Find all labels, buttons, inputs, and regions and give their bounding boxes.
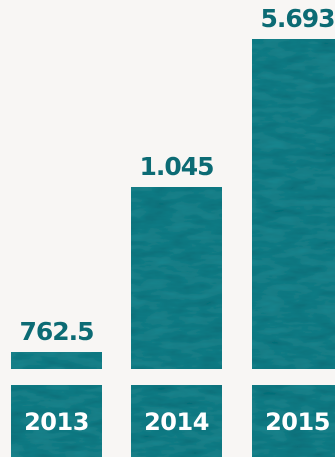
value-label-2013: 762.5 (19, 317, 93, 346)
category-label-2013: 2013 (24, 408, 89, 436)
category-block-2013 (11, 385, 102, 457)
bar-2013 (11, 352, 102, 369)
category-block-2014 (131, 385, 222, 457)
value-label-2014: 1.045 (139, 152, 213, 181)
bar-2014 (131, 187, 222, 369)
category-label-2015: 2015 (265, 408, 330, 436)
value-labels-group: 762.5 1.045 5.693 (19, 4, 335, 346)
category-blocks-group: 2013 2014 2015 (11, 385, 335, 457)
bars-group (11, 39, 335, 369)
value-label-2015: 5.693 (260, 4, 334, 33)
category-label-2014: 2014 (144, 408, 209, 436)
category-block-2015 (252, 385, 335, 457)
bar-2015 (252, 39, 335, 369)
